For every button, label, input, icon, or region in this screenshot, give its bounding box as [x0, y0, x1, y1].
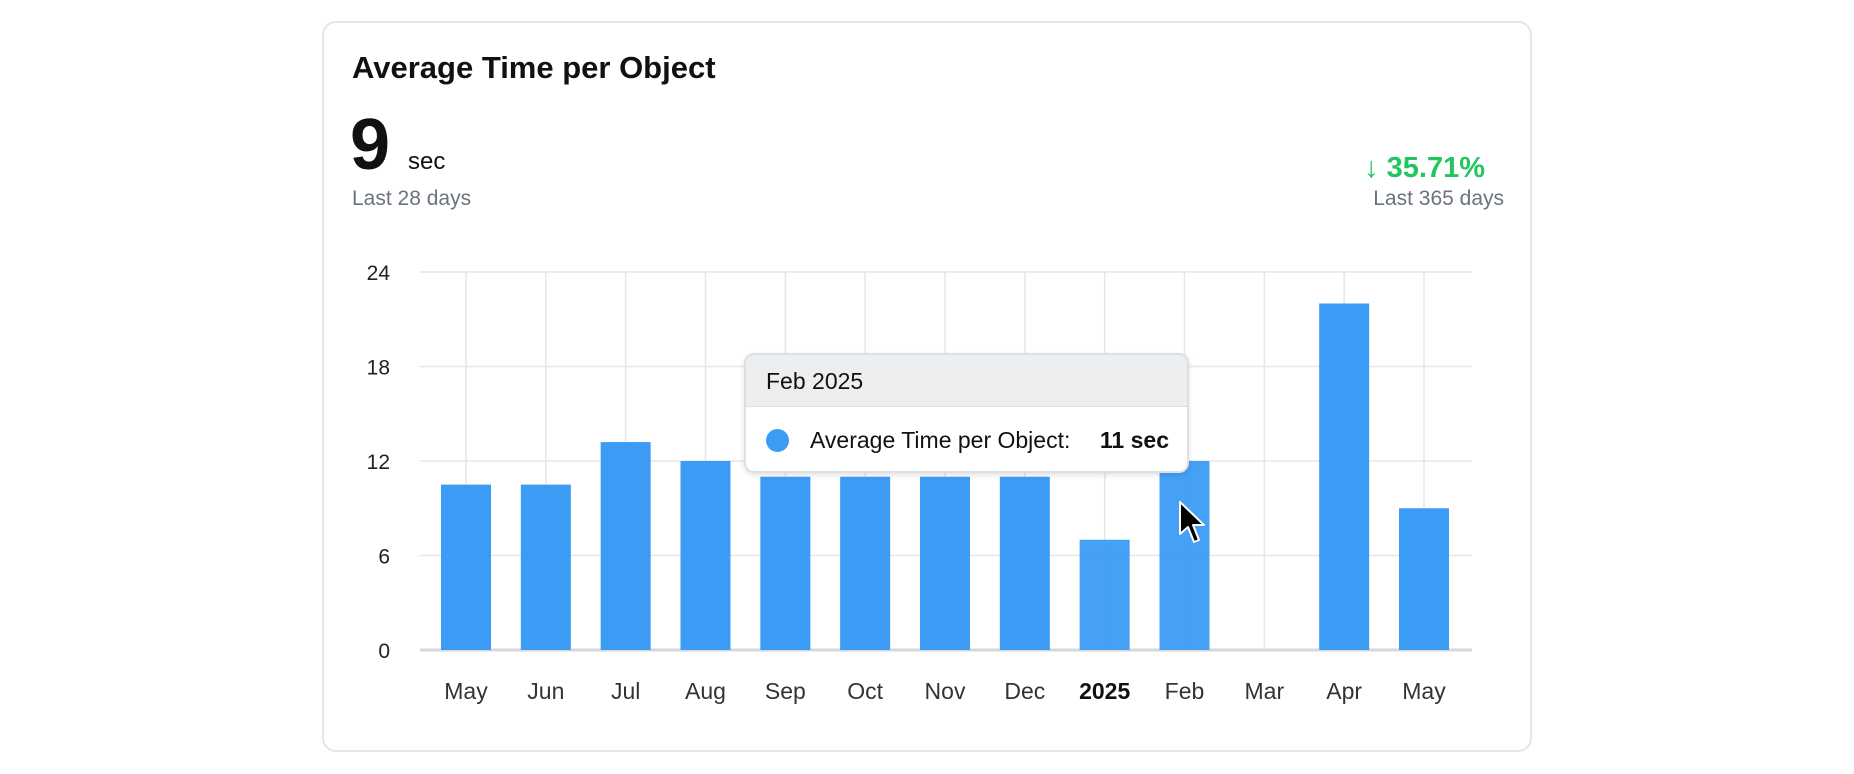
- bar: [1159, 461, 1210, 650]
- chart-tooltip: Feb 2025 Average Time per Object: 11 sec: [744, 353, 1189, 473]
- metric-unit: sec: [408, 148, 446, 175]
- series-marker-icon: [766, 429, 789, 452]
- bar: [680, 461, 731, 650]
- x-tick-label: Nov: [925, 678, 966, 704]
- tooltip-row: Average Time per Object: 11 sec: [746, 407, 1187, 471]
- bar: [441, 484, 491, 650]
- x-tick-label: May: [1402, 678, 1446, 704]
- x-tick-label: Apr: [1326, 678, 1362, 704]
- x-tick-label: Feb: [1165, 678, 1205, 704]
- trend-period: Last 365 days: [1373, 187, 1504, 210]
- y-tick-label: 0: [378, 640, 390, 663]
- bar: [1399, 508, 1449, 650]
- x-tick-label: Mar: [1245, 678, 1285, 704]
- bar: [520, 484, 571, 650]
- tooltip-series-label: Average Time per Object:: [810, 427, 1071, 453]
- bar: [1319, 303, 1370, 650]
- card-title: Average Time per Object: [352, 50, 716, 85]
- bar: [1079, 539, 1130, 650]
- x-tick-label: Jul: [611, 678, 640, 704]
- bar: [920, 476, 970, 650]
- x-tick-label: Aug: [685, 678, 726, 704]
- x-tick-label: Oct: [847, 678, 883, 704]
- mouse-cursor-icon: [1179, 501, 1205, 543]
- bar: [999, 476, 1050, 650]
- x-tick-label: Sep: [765, 678, 806, 704]
- bar: [840, 476, 891, 650]
- tooltip-series-value: 11 sec: [1099, 427, 1169, 453]
- y-tick-label: 12: [367, 451, 390, 474]
- y-tick-label: 6: [378, 546, 390, 569]
- tooltip-header: Feb 2025: [746, 355, 1187, 407]
- bar: [760, 476, 811, 650]
- trend-value: ↓ 35.71%: [1364, 152, 1485, 184]
- bar: [600, 442, 651, 650]
- x-tick-label: Jun: [527, 678, 564, 704]
- y-tick-label: 24: [367, 262, 391, 285]
- metric-period: Last 28 days: [352, 187, 472, 210]
- x-tick-label: May: [444, 678, 488, 704]
- x-tick-label: Dec: [1004, 678, 1045, 704]
- x-tick-label: 2025: [1079, 678, 1130, 704]
- metric-value: 9: [350, 105, 391, 185]
- y-tick-label: 18: [367, 357, 390, 380]
